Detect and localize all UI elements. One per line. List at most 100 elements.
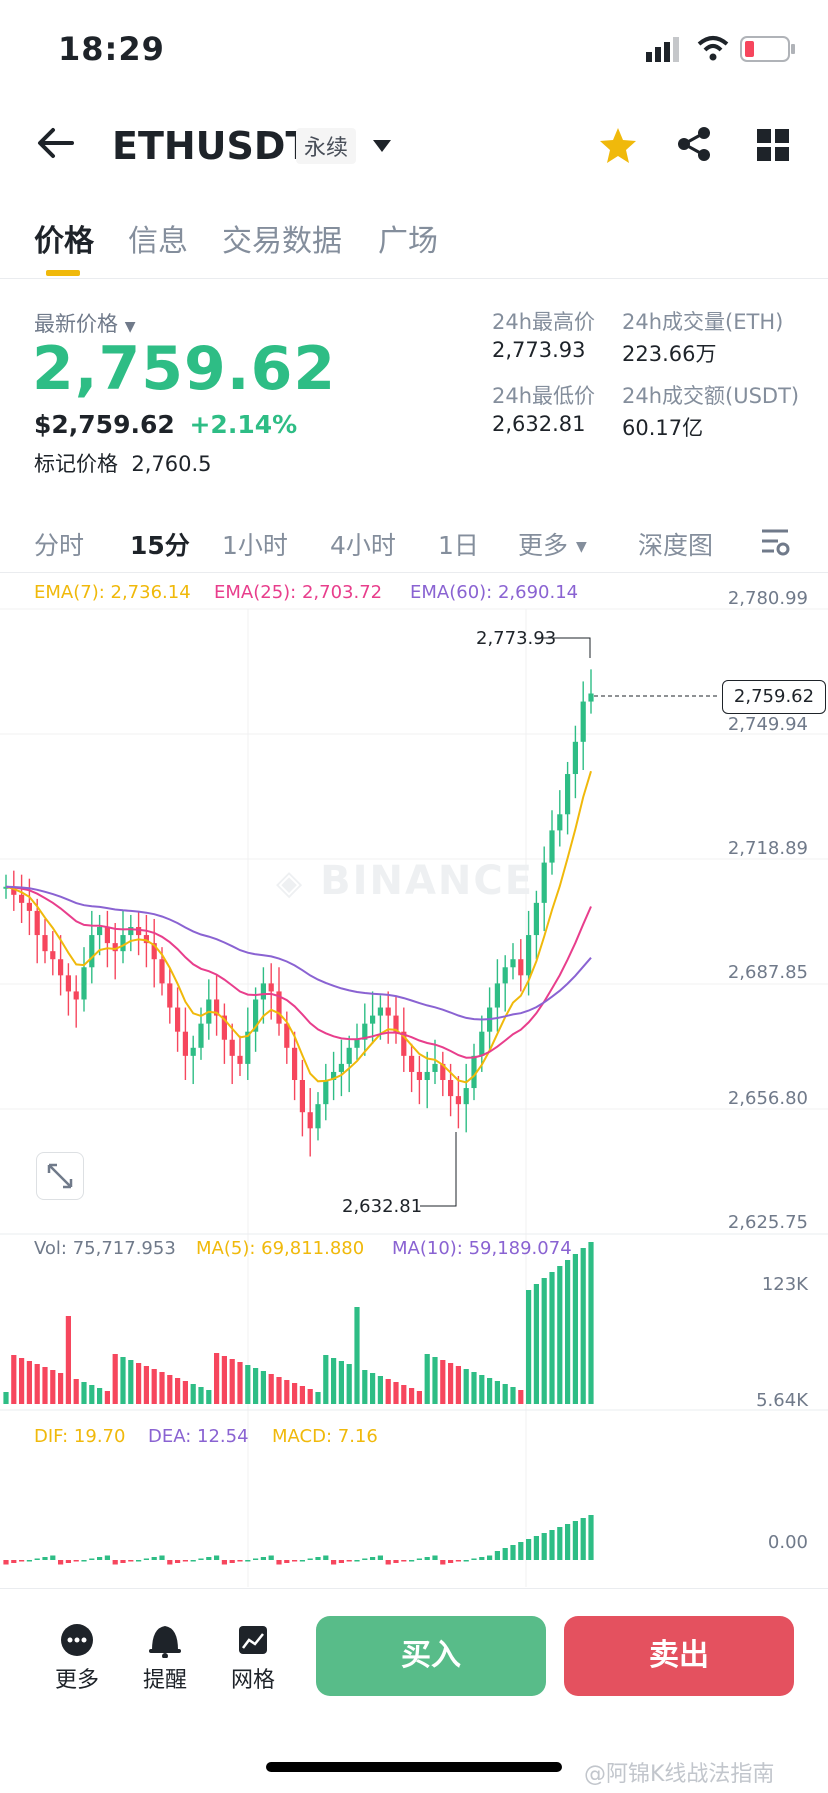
candle-body: [471, 1055, 477, 1089]
macd-bar: [292, 1560, 298, 1562]
macd-bar: [471, 1558, 477, 1560]
macd-bar: [565, 1524, 571, 1560]
candle-body: [401, 1031, 407, 1056]
price-tick-6: 2,625.75: [727, 1212, 808, 1233]
grid-menu-icon[interactable]: [756, 128, 790, 166]
volume-bar: [299, 1386, 305, 1404]
volume-bar: [393, 1382, 399, 1404]
volume-bar: [346, 1364, 352, 1404]
candle-body: [510, 959, 516, 968]
candle-body: [377, 1007, 383, 1016]
share-icon[interactable]: [676, 126, 712, 166]
tf-15m[interactable]: 15分: [130, 531, 190, 560]
volume-bar: [26, 1361, 32, 1404]
candle-body: [11, 886, 17, 895]
volume-bar: [541, 1278, 547, 1404]
chart-settings-icon[interactable]: [760, 528, 790, 560]
macd-bar: [588, 1515, 594, 1560]
tf-more[interactable]: 更多 ▼: [518, 531, 587, 560]
volume-bar: [354, 1307, 360, 1404]
volume-bar: [245, 1365, 251, 1404]
low-marker-label: 2,632.81: [342, 1196, 423, 1217]
macd-bar: [385, 1560, 391, 1565]
back-arrow-icon[interactable]: [36, 126, 74, 164]
ma10-legend: MA(10): 59,189.074: [392, 1238, 572, 1259]
fullscreen-button[interactable]: [36, 1152, 84, 1200]
tab-price[interactable]: 价格: [34, 224, 94, 259]
grid-button[interactable]: 网格: [218, 1620, 288, 1694]
macd-bar: [42, 1557, 48, 1560]
macd-bar: [432, 1555, 438, 1560]
candle-body: [541, 862, 547, 903]
macd-bar: [128, 1560, 134, 1562]
volume-bar: [112, 1354, 118, 1404]
favorite-star-icon[interactable]: [598, 126, 638, 168]
macd-bar: [502, 1548, 508, 1560]
current-price-tag: 2,759.62: [722, 680, 826, 714]
volume-bar: [159, 1372, 165, 1404]
macd-bar: [136, 1560, 142, 1562]
home-indicator: [266, 1762, 562, 1772]
candle-body: [143, 935, 149, 944]
macd-bar: [284, 1560, 290, 1563]
grid-bot-icon: [239, 1626, 267, 1654]
candle-body: [229, 1039, 235, 1056]
macd-bar: [19, 1560, 25, 1562]
macd-bar: [307, 1558, 313, 1560]
macd-bar: [34, 1558, 40, 1560]
mark-price-row: 标记价格 2,760.5: [34, 452, 212, 476]
volume-bar: [73, 1379, 79, 1404]
candle-body: [393, 1015, 399, 1032]
macd-bar: [424, 1557, 430, 1560]
candle-body: [182, 1031, 188, 1056]
price-tick-2: 2,749.94: [727, 714, 808, 735]
change-percent: +2.14%: [189, 410, 298, 439]
latest-price-label[interactable]: 最新价格 ▼: [34, 312, 136, 336]
macd-bar: [182, 1560, 188, 1562]
volume-bar: [448, 1363, 454, 1404]
symbol-dropdown-icon[interactable]: [372, 138, 392, 157]
macd-bar: [409, 1560, 415, 1562]
tab-square[interactable]: 广场: [378, 224, 438, 259]
tf-1d[interactable]: 1日: [438, 531, 479, 560]
mark-price: 2,760.5: [131, 452, 212, 476]
more-button[interactable]: 更多: [42, 1620, 112, 1694]
candle-body: [81, 967, 87, 1000]
volume-bar: [463, 1369, 469, 1404]
candle-body: [97, 927, 103, 936]
macd-bar: [463, 1560, 469, 1562]
candle-body: [221, 1015, 227, 1040]
macd-legend: MACD: 7.16: [272, 1426, 378, 1447]
volume-bar: [510, 1387, 516, 1404]
volume-bar: [338, 1361, 344, 1404]
candle-body: [463, 1088, 469, 1105]
macd-bar: [557, 1527, 563, 1560]
macd-bar: [89, 1558, 95, 1560]
volume-bar: [471, 1372, 477, 1404]
dea-legend: DEA: 12.54: [148, 1426, 249, 1447]
volume-bar: [128, 1360, 134, 1404]
tab-info[interactable]: 信息: [128, 224, 188, 259]
volume-bar: [432, 1357, 438, 1404]
volume-bar: [229, 1359, 235, 1404]
volume-bar: [97, 1388, 103, 1404]
tf-1h[interactable]: 1小时: [222, 531, 288, 560]
vol-eth-value: 223.66万: [622, 342, 717, 366]
sell-button[interactable]: 卖出: [564, 1616, 794, 1696]
tf-depth[interactable]: 深度图: [638, 531, 714, 560]
macd-bar: [237, 1560, 243, 1562]
tf-4h[interactable]: 4小时: [330, 531, 396, 560]
volume-bar: [136, 1363, 142, 1404]
alert-button[interactable]: 提醒: [130, 1620, 200, 1694]
volume-bar: [104, 1391, 110, 1404]
tab-trading-data[interactable]: 交易数据: [222, 224, 342, 259]
candlestick-chart[interactable]: [0, 572, 828, 1588]
buy-button[interactable]: 买入: [316, 1616, 546, 1696]
macd-bar: [346, 1560, 352, 1562]
tf-line[interactable]: 分时: [34, 531, 85, 560]
symbol-title[interactable]: ETHUSDT: [112, 124, 312, 168]
candle-body: [128, 927, 134, 936]
volume-bar: [237, 1362, 243, 1404]
volume-bar: [190, 1384, 196, 1404]
macd-bar: [572, 1521, 578, 1560]
